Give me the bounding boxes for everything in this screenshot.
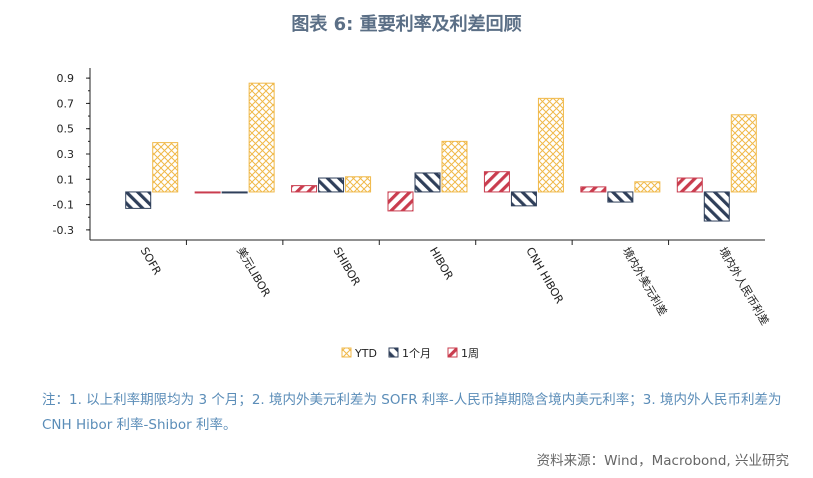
y-tick-label: 0.7 [57, 97, 75, 110]
ytd-bar [537, 97, 564, 193]
legend-1-month-label: 1个月 [402, 347, 431, 360]
1-month-bar [318, 177, 345, 193]
1-month-bar [221, 191, 248, 194]
1-month-bar [510, 191, 537, 207]
y-tick-label: -0.1 [53, 199, 74, 212]
1-week-bar [387, 191, 414, 212]
legend-1-week-swatch [447, 347, 458, 358]
x-category-label: HIBOR [427, 245, 456, 282]
chart-title: 图表 6: 重要利率及利差回顾 [291, 14, 522, 35]
x-category-label: SOFR [138, 245, 164, 277]
x-category-label: 境内外美元利差 [620, 245, 671, 319]
x-category-label: CNH HIBOR [523, 245, 566, 306]
1-week-bar [291, 185, 318, 193]
legend-ytd-label: YTD [354, 347, 377, 360]
1-month-bar [125, 191, 152, 209]
legend-ytd-swatch [341, 347, 352, 358]
1-week-bar [194, 191, 221, 194]
y-tick-label: 0.1 [57, 173, 75, 186]
y-tick-label: 0.9 [57, 72, 75, 85]
1-month-bar [607, 191, 634, 203]
source-line: 资料来源：Wind，Macrobond, 兴业研究 [536, 453, 789, 469]
ytd-bar [730, 114, 757, 193]
1-week-bar [483, 171, 510, 193]
ytd-bar [441, 140, 468, 193]
ytd-bar [634, 181, 661, 193]
y-tick-label: 0.3 [57, 148, 75, 161]
x-category-label: 美元LIBOR [234, 245, 273, 299]
1-week-bar [580, 186, 607, 193]
ytd-bar [345, 176, 372, 193]
1-week-bar [676, 177, 703, 193]
y-tick-label: 0.5 [57, 123, 75, 136]
ytd-bar [248, 82, 275, 193]
legend-1-month-swatch [388, 347, 399, 358]
1-month-bar [703, 191, 730, 222]
legend-1-week-label: 1周 [461, 347, 479, 360]
footnote: 注：1. 以上利率期限均为 3 个月；2. 境内外美元利差为 SOFR 利率-人… [42, 392, 782, 433]
ytd-bar [152, 142, 179, 193]
bar-chart: 0.9 0.7 0.5 0.3 0.1 -0.1 -0.3 SOFR 美元LIBOR SHIBO… [53, 68, 772, 360]
1-month-bar [414, 172, 441, 193]
x-category-label: 境内外人民币利差 [716, 245, 772, 328]
y-tick-label: -0.3 [53, 224, 74, 237]
x-category-label: SHIBOR [330, 245, 363, 288]
